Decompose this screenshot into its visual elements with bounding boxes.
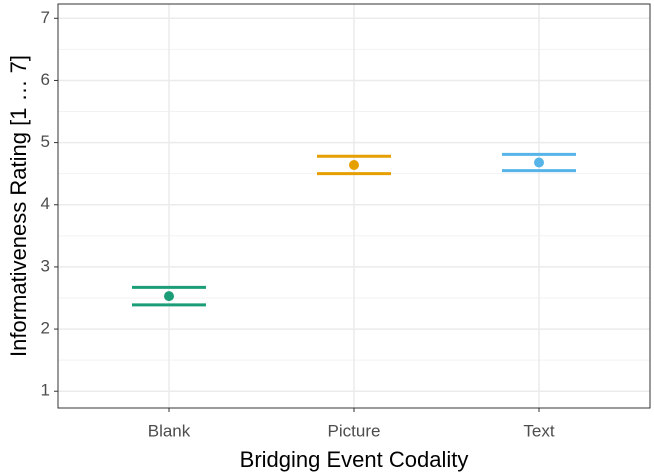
y-tick-label: 4 <box>41 194 50 213</box>
x-tick-label: Text <box>523 421 554 440</box>
y-tick-label: 3 <box>41 256 50 275</box>
y-tick-label: 2 <box>41 319 50 338</box>
panel-border <box>57 3 651 409</box>
x-tick-label: Blank <box>148 421 191 440</box>
x-axis-title: Bridging Event Codality <box>240 447 469 472</box>
y-tick-label: 1 <box>41 381 50 400</box>
y-tick-label: 5 <box>41 132 50 151</box>
y-tick-label: 6 <box>41 70 50 89</box>
point <box>534 157 544 168</box>
point <box>349 159 359 170</box>
point <box>164 291 174 302</box>
x-tick-label: Picture <box>328 421 381 440</box>
y-tick-label: 7 <box>41 8 50 27</box>
y-axis-title: Informativeness Rating [1 … 7] <box>6 55 31 357</box>
